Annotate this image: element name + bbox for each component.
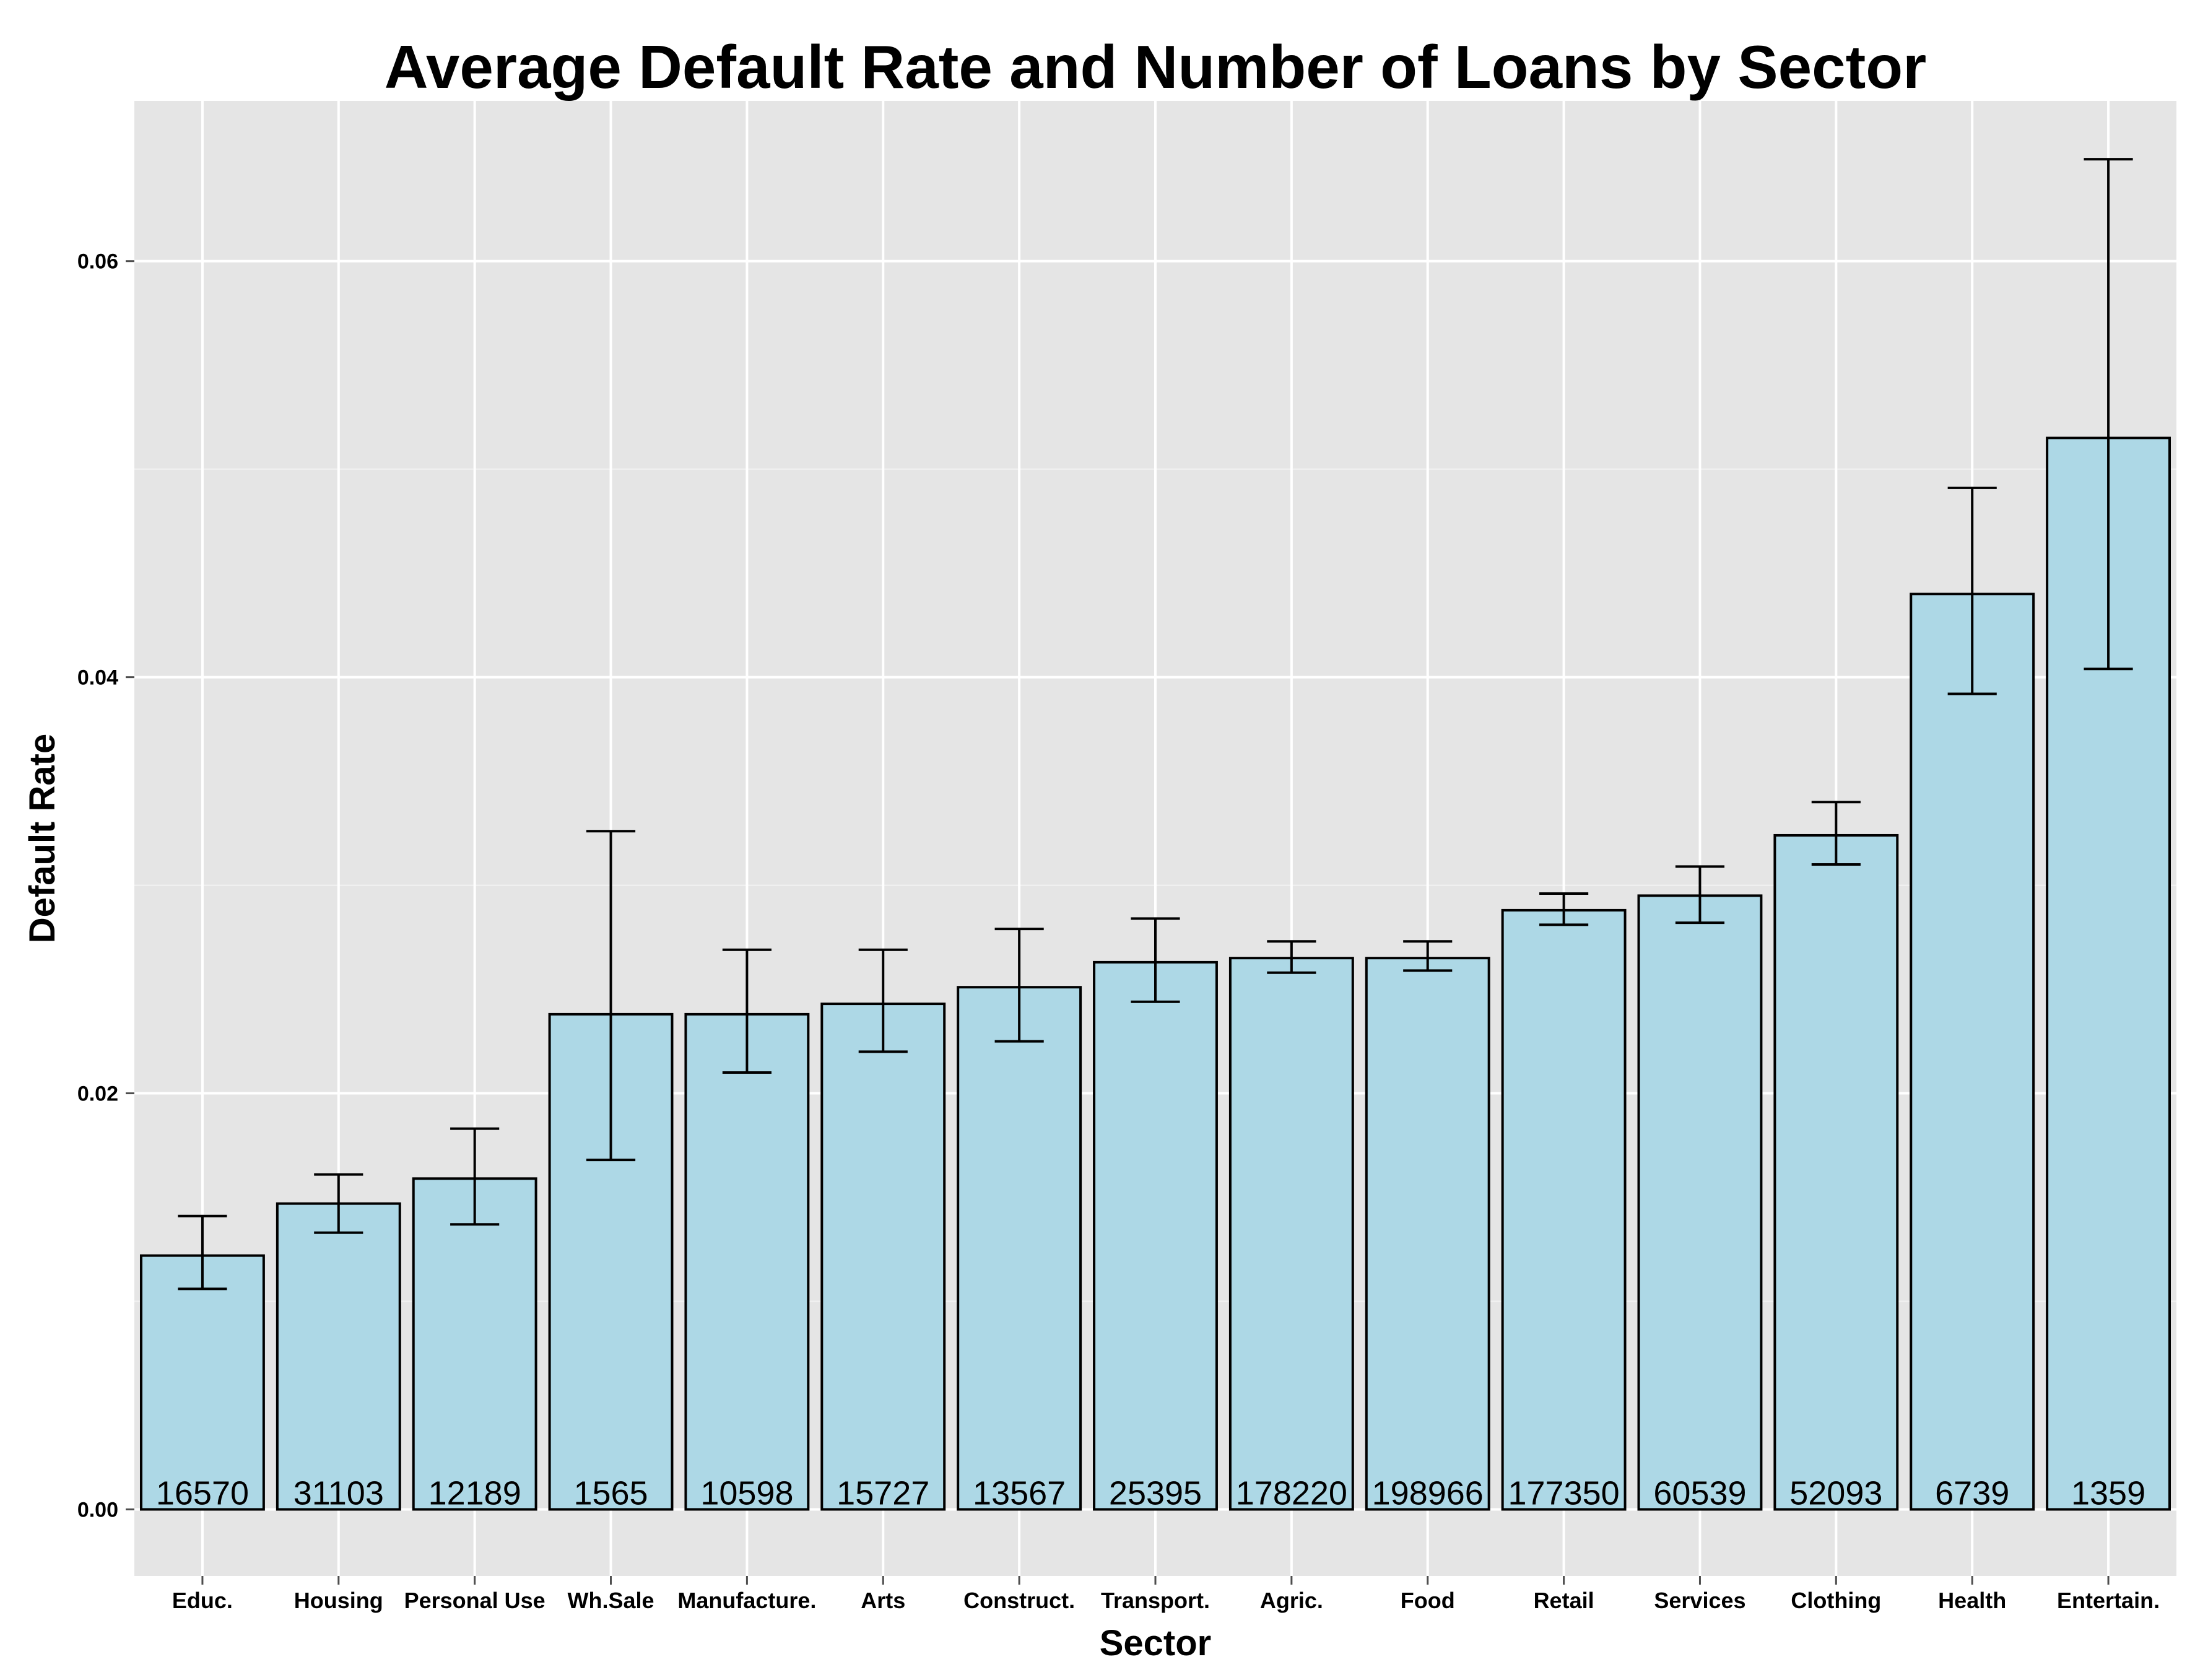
loan-count-label: 16570 [156, 1474, 249, 1512]
loan-count-label: 10598 [700, 1474, 793, 1512]
loan-count-label: 31103 [293, 1474, 384, 1512]
x-tick-label: Food [1401, 1588, 1455, 1613]
bar [1365, 957, 1490, 1511]
error-bar-layer [178, 158, 2133, 1290]
bar [957, 986, 1082, 1511]
bar [412, 1177, 537, 1511]
x-tick-label: Arts [861, 1588, 905, 1613]
x-tick-label: Services [1654, 1588, 1745, 1613]
bar [1501, 908, 1627, 1511]
y-tick-label: 0.00 [77, 1498, 118, 1521]
loan-count-label: 13567 [973, 1474, 1066, 1512]
bar [820, 1003, 946, 1511]
loan-count-label: 12189 [428, 1474, 521, 1512]
loan-count-label: 1565 [573, 1474, 648, 1512]
bar [1228, 957, 1354, 1511]
x-tick-label: Housing [294, 1588, 383, 1613]
loan-count-label: 177350 [1508, 1474, 1619, 1512]
count-label-layer: 16570 31103 12189 1565 10598 15727 13567 25395 1… [156, 1474, 2145, 1512]
bar [1637, 894, 1763, 1511]
x-tick-label: Wh.Sale [568, 1588, 654, 1613]
x-tick-label: Entertain. [2057, 1588, 2160, 1613]
bar [1773, 833, 1899, 1511]
loan-count-label: 198966 [1372, 1474, 1484, 1512]
x-tick-label: Construct. [963, 1588, 1075, 1613]
loan-count-label: 6739 [1935, 1474, 2009, 1512]
loan-count-label: 1359 [2071, 1474, 2145, 1512]
x-tick-label: Health [1938, 1588, 2006, 1613]
x-tick-label: Manufacture. [677, 1588, 816, 1613]
x-tick-label: Personal Use [404, 1588, 545, 1613]
loan-count-label: 15727 [837, 1474, 929, 1512]
y-axis: 0.00 0.02 0.04 0.06 [77, 250, 134, 1521]
loan-count-label: 60539 [1653, 1474, 1746, 1512]
bar-layer [139, 437, 2171, 1511]
bar [1910, 593, 2035, 1511]
bar [684, 1012, 810, 1511]
loan-count-label: 178220 [1236, 1474, 1347, 1512]
x-tick-label: Retail [1534, 1588, 1594, 1613]
bar [139, 1254, 265, 1511]
loan-count-label: 52093 [1789, 1474, 1882, 1512]
y-tick-label: 0.04 [77, 666, 118, 690]
x-tick-label: Agric. [1260, 1588, 1323, 1613]
x-tick-label: Educ. [172, 1588, 233, 1613]
bar [1093, 960, 1218, 1511]
y-tick-label: 0.02 [77, 1082, 118, 1106]
x-tick-label: Clothing [1791, 1588, 1881, 1613]
loan-count-label: 25395 [1109, 1474, 1202, 1512]
y-tick-label: 0.06 [77, 250, 118, 274]
x-axis-title: Sector [1100, 1623, 1212, 1663]
x-axis: Educ. Housing Personal Use Wh.Sale Manufactu… [172, 1576, 2160, 1613]
x-tick-label: Transport. [1101, 1588, 1210, 1613]
y-axis-title: Default Rate [22, 734, 63, 943]
bar [276, 1202, 401, 1511]
chart-title: Average Default Rate and Number of Loans… [385, 33, 1926, 101]
